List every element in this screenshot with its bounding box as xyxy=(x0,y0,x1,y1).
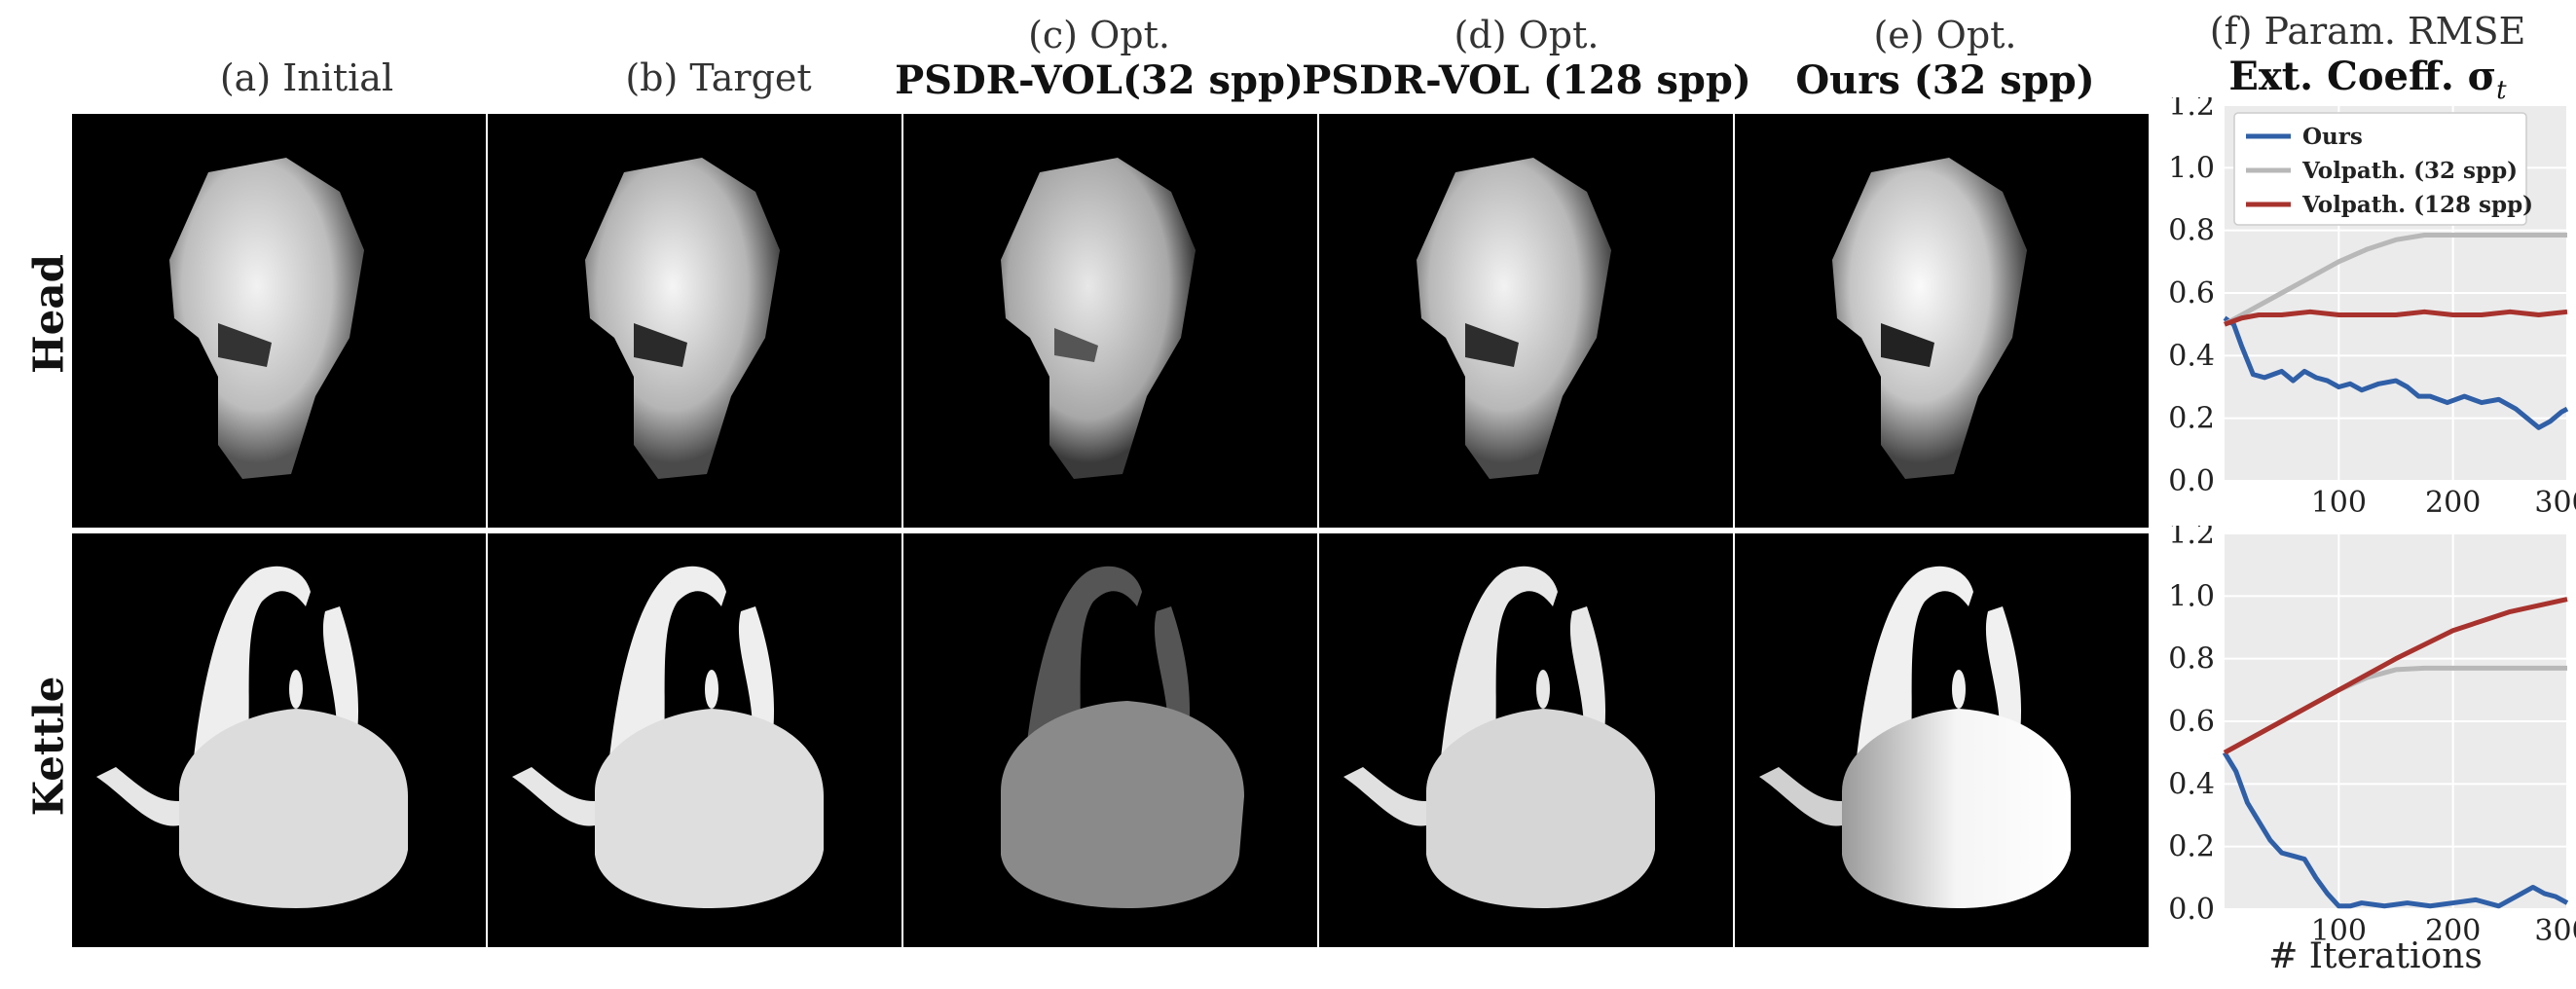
col-header-line1: (f) Param. RMSE xyxy=(2209,10,2526,53)
kettle-render-image xyxy=(1343,566,1655,908)
y-tick-label: 1.2 xyxy=(2168,526,2215,551)
x-tick-label: 300 xyxy=(2534,914,2576,948)
panel-head-target xyxy=(488,114,902,528)
y-tick-label: 1.0 xyxy=(2168,151,2215,185)
series-line-0 xyxy=(2223,315,2569,430)
y-tick-label: 0.6 xyxy=(2168,276,2215,311)
panel-head-psdr32 xyxy=(903,114,1317,528)
kettle-render-image xyxy=(96,566,408,908)
y-tick-label: 0.8 xyxy=(2168,214,2215,248)
y-tick-label: 0.2 xyxy=(2168,402,2215,436)
x-axis-label: # Iterations xyxy=(2268,936,2483,976)
panel-kettle-initial xyxy=(72,533,486,947)
col-header-line1: (c) Opt. xyxy=(1028,14,1170,56)
series-line-2 xyxy=(2223,597,2568,755)
panel-kettle-ours xyxy=(1735,533,2149,947)
panel-kettle-psdr32 xyxy=(903,533,1317,947)
y-tick-label: 1.0 xyxy=(2168,579,2215,613)
x-tick-label: 300 xyxy=(2534,486,2576,520)
kettle-render-image xyxy=(1001,566,1244,908)
col-header-line1: (d) Opt. xyxy=(1454,14,1600,56)
col-header-ours: (e) Opt. Ours (32 spp) xyxy=(1736,14,2154,105)
y-tick-label: 0.0 xyxy=(2168,464,2215,498)
col-header-psdr128: (d) Opt. PSDR-VOL (128 spp) xyxy=(1298,14,1755,105)
panel-kettle-psdr128 xyxy=(1319,533,1733,947)
head-render-image xyxy=(1417,158,1611,479)
y-tick-label: 0.6 xyxy=(2168,705,2215,739)
x-tick-label: 200 xyxy=(2425,486,2481,520)
col-header-target: (b) Target xyxy=(509,56,928,99)
col-header-line2-sub: t xyxy=(2496,76,2507,105)
col-header-psdr32: (c) Opt. PSDR-VOL(32 spp) xyxy=(865,14,1333,105)
legend-label: Ours xyxy=(2302,124,2363,150)
kettle-render-image xyxy=(1759,566,2071,908)
row-label-head: Head xyxy=(24,254,73,374)
rmse-plot-head: 0.0 0.2 0.4 0.6 0.8 1.0 1.2 100 200 300 Ours Volpat… xyxy=(2168,97,2576,520)
col-header-rmse: (f) Param. RMSE Ext. Coeff. σt xyxy=(2163,10,2572,115)
x-tick-label: 200 xyxy=(2425,914,2481,948)
panel-head-psdr128 xyxy=(1319,114,1733,528)
col-header-line2: PSDR-VOL (128 spp) xyxy=(1302,57,1751,103)
series-line-2 xyxy=(2224,309,2568,327)
head-render-image xyxy=(169,158,364,479)
col-header-line2: Ours (32 spp) xyxy=(1795,57,2095,103)
legend-label: Volpath. (32 spp) xyxy=(2301,158,2518,184)
x-tick-label: 100 xyxy=(2311,914,2367,948)
col-header-initial: (a) Initial xyxy=(97,56,516,99)
legend-label: Volpath. (128 spp) xyxy=(2301,192,2533,218)
legend-box xyxy=(2233,112,2527,226)
series-line-1 xyxy=(2223,232,2567,327)
y-tick-label: 0.0 xyxy=(2168,893,2215,927)
y-tick-label: 0.8 xyxy=(2168,642,2215,677)
y-tick-label: 1.2 xyxy=(2168,97,2215,123)
col-header-line1: (b) Target xyxy=(625,56,812,99)
x-tick-label: 100 xyxy=(2311,486,2367,520)
y-tick-label: 0.4 xyxy=(2168,339,2215,373)
col-header-line2: Ext. Coeff. σt xyxy=(2163,53,2572,115)
col-header-line2-text: Ext. Coeff. σ xyxy=(2228,54,2497,99)
row-label-kettle: Kettle xyxy=(24,676,73,817)
series-line-0 xyxy=(2222,751,2569,909)
head-render-image xyxy=(585,158,780,479)
rmse-plot-kettle: 0.0 0.2 0.4 0.6 0.8 1.0 1.2 100 200 300 xyxy=(2168,526,2576,948)
col-header-line1: (a) Initial xyxy=(219,56,394,99)
col-header-line1: (e) Opt. xyxy=(1873,14,2017,56)
panel-head-ours xyxy=(1735,114,2149,528)
y-tick-label: 0.2 xyxy=(2168,830,2215,864)
head-render-image xyxy=(1832,158,2027,479)
panel-head-initial xyxy=(72,114,486,528)
kettle-render-image xyxy=(512,566,824,908)
head-render-image xyxy=(1001,158,1196,479)
panel-kettle-target xyxy=(488,533,902,947)
y-tick-label: 0.4 xyxy=(2168,767,2215,801)
col-header-line2: PSDR-VOL(32 spp) xyxy=(895,57,1304,103)
